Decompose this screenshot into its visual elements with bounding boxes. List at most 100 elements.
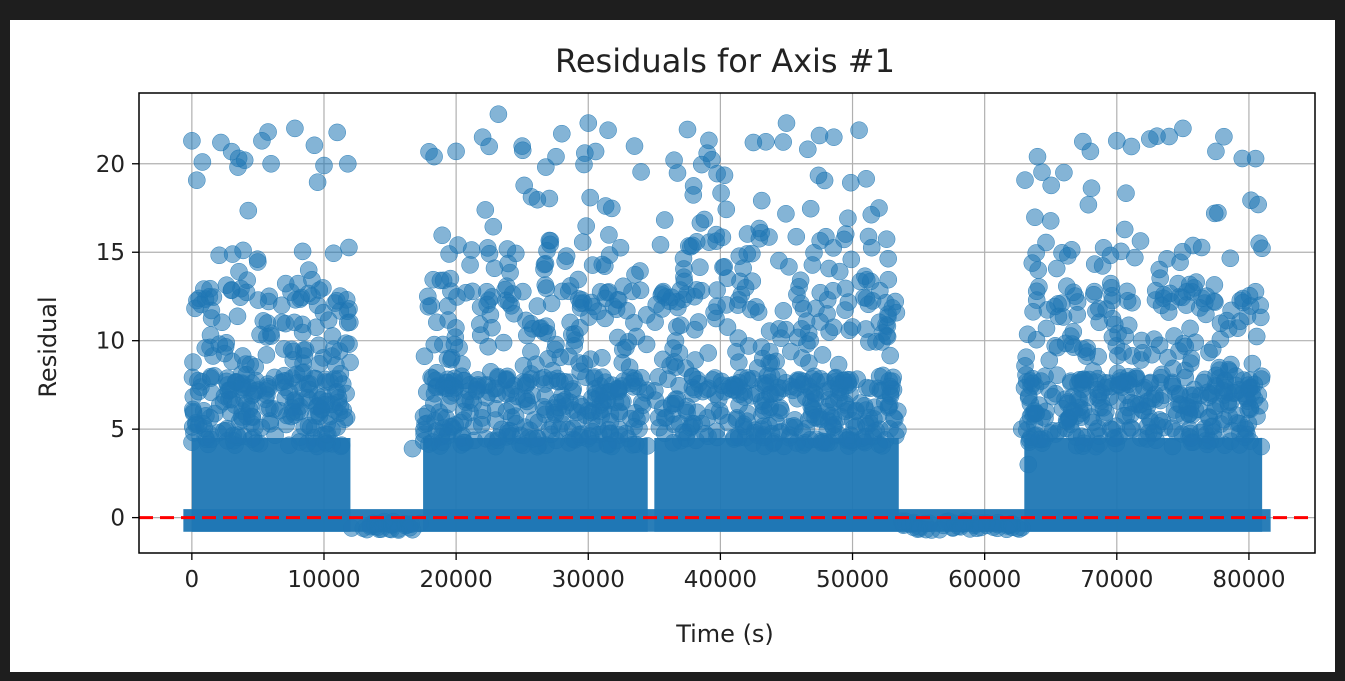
data-point	[1103, 328, 1122, 346]
data-point	[331, 398, 350, 416]
data-point	[805, 244, 823, 262]
data-point	[540, 189, 559, 208]
data-point	[1037, 319, 1056, 338]
data-point	[826, 415, 844, 434]
data-point	[586, 142, 605, 161]
data-point	[698, 144, 716, 162]
x-tick-label: 10000	[287, 567, 360, 593]
data-point	[542, 294, 561, 313]
data-point	[535, 255, 554, 274]
data-point	[608, 380, 626, 398]
data-point	[1239, 414, 1258, 433]
data-point	[537, 317, 556, 335]
data-point	[1064, 283, 1083, 302]
data-point	[675, 268, 693, 286]
data-point	[1230, 436, 1249, 454]
residuals-scatter-chart: Residuals for Axis #1 Time (s) Residual …	[10, 20, 1335, 672]
data-point	[1024, 303, 1042, 321]
data-point	[286, 291, 305, 309]
data-point	[1111, 372, 1129, 390]
data-point	[874, 324, 892, 342]
data-point	[1138, 430, 1156, 448]
data-point	[685, 320, 704, 339]
x-tick-label: 70000	[1080, 567, 1153, 593]
data-point	[839, 293, 858, 311]
data-point	[230, 262, 248, 281]
data-point	[1176, 368, 1195, 387]
data-point	[228, 426, 246, 444]
data-point	[195, 280, 213, 298]
data-point	[1252, 437, 1270, 456]
data-point	[403, 439, 422, 458]
x-tick-label: 40000	[684, 567, 757, 593]
data-point	[1016, 171, 1034, 189]
data-point	[1227, 367, 1245, 385]
data-point	[273, 313, 291, 332]
data-point	[1115, 220, 1134, 239]
data-point	[1163, 437, 1182, 456]
data-point	[1053, 244, 1071, 262]
data-point	[583, 256, 602, 274]
data-point	[1197, 305, 1215, 324]
data-point	[747, 298, 765, 316]
data-point	[416, 415, 434, 433]
data-point	[1089, 386, 1108, 404]
data-point	[434, 271, 453, 290]
data-point	[744, 133, 763, 152]
data-point	[1192, 238, 1211, 257]
data-point	[1062, 372, 1080, 390]
data-point	[665, 353, 684, 371]
data-point	[439, 395, 458, 413]
data-point	[665, 151, 683, 169]
x-axis-label: Time (s)	[675, 620, 774, 648]
data-point	[277, 415, 295, 434]
axes: 0 10000 20000 30000 40000 50000 60000 70000 8000…	[96, 92, 1316, 593]
data-point	[657, 408, 675, 427]
data-point	[877, 230, 896, 248]
x-tick-label: 0	[185, 567, 200, 593]
data-point	[1205, 204, 1224, 223]
data-point	[308, 387, 327, 405]
x-tick-label: 50000	[816, 567, 889, 593]
data-point	[257, 346, 276, 364]
data-point	[1114, 343, 1132, 361]
data-point	[461, 391, 480, 409]
data-point	[1131, 232, 1150, 250]
data-point	[1221, 249, 1240, 268]
data-point	[649, 368, 668, 386]
data-point	[1247, 327, 1266, 346]
data-point	[874, 366, 892, 385]
data-point	[791, 271, 810, 290]
data-point	[632, 369, 651, 387]
data-point	[857, 170, 875, 188]
data-point	[834, 371, 853, 390]
data-point	[1117, 184, 1135, 202]
data-point	[293, 315, 312, 334]
data-point	[487, 379, 506, 397]
data-point	[299, 261, 318, 279]
data-point	[1019, 455, 1038, 474]
data-point	[876, 431, 895, 449]
data-point	[529, 429, 547, 447]
data-point	[625, 313, 643, 332]
data-point	[328, 123, 346, 142]
data-point	[478, 295, 496, 314]
data-point	[787, 227, 806, 246]
data-point	[1215, 410, 1233, 429]
data-point	[433, 226, 451, 245]
data-point	[847, 401, 865, 420]
data-point	[1020, 387, 1038, 405]
data-point	[655, 211, 674, 229]
data-point	[308, 173, 327, 191]
data-point	[492, 420, 511, 439]
data-point	[1174, 334, 1193, 353]
data-point	[565, 337, 584, 355]
data-point	[476, 201, 495, 219]
data-point	[315, 156, 333, 175]
data-point	[1238, 307, 1257, 325]
data-point	[842, 173, 860, 192]
data-point	[1042, 176, 1060, 195]
data-point	[340, 238, 358, 257]
y-tick-label: 15	[96, 240, 125, 266]
y-tick-label: 20	[96, 152, 125, 178]
